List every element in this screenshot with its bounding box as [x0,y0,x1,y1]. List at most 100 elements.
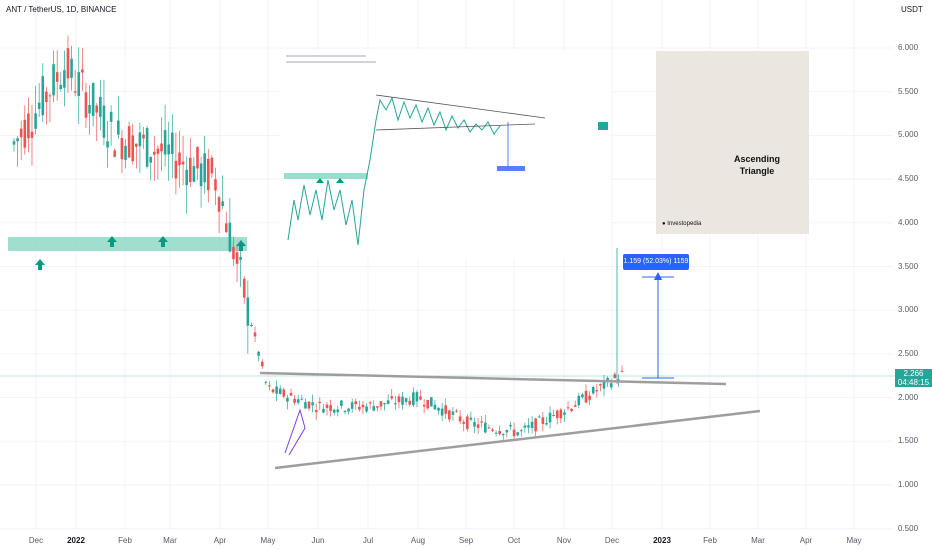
candle-body [458,416,462,422]
candle-body [563,412,566,415]
candle-body [113,150,117,157]
candle-body [23,119,27,148]
candle-body [142,134,145,139]
countdown-timer: 04:48:15 [897,378,930,387]
x-tick-label: May [846,536,862,545]
y-tick-label: 2.000 [898,392,919,402]
candle-body [314,410,318,413]
y-tick-label: 4.500 [898,174,919,184]
candle-body [404,398,408,402]
candle-body [473,421,476,427]
candle-body [440,408,444,416]
candle-body [336,409,340,413]
candle-body [491,429,494,431]
candle-body [361,404,365,408]
candle-body [278,388,282,394]
candle-body [566,407,570,409]
candle-body [487,427,491,429]
candle-body [386,400,390,404]
last-price-value: 2.266 [903,369,924,378]
candle-body [59,84,63,90]
candle-body [397,396,401,403]
candle-body [350,402,354,409]
x-tick-label: 2022 [67,536,85,545]
x-tick-label: Apr [799,536,813,545]
y-tick-label: 2.500 [898,348,919,358]
overlay-chart-image [280,50,610,258]
candle-body [271,389,275,393]
candle-body [322,408,325,413]
candle-body [12,141,16,145]
measure-label[interactable]: 1.159 (52.03%) 1159 [623,254,689,270]
candle-body [541,417,545,424]
candle-body [433,404,437,410]
y-tick-label: 0.500 [898,523,919,533]
candle-body [34,113,37,129]
candle-body [95,105,99,113]
candle-body [242,278,246,298]
candle-body [599,384,602,386]
candle-body [415,392,419,402]
candle-body [595,390,599,392]
candle-body [523,425,527,428]
candle-body [451,411,455,415]
candle-body [343,411,347,413]
candle-body [63,70,66,88]
candle-body [509,424,512,427]
candle-body [156,148,160,154]
candle-body [217,197,221,212]
x-tick-label: Oct [507,536,521,545]
candle-body [498,431,501,435]
candle-body [573,405,577,407]
candle-body [483,422,487,433]
candle-body [160,143,163,152]
candle-body [530,421,534,429]
x-tick-label: Feb [118,536,132,545]
candle-body [329,405,332,412]
candle-body [516,432,519,436]
candle-body [120,137,124,160]
candle-body [102,105,106,138]
candle-body [501,433,505,436]
candle-body [73,91,77,93]
candle-body [430,397,433,407]
candle-body [401,396,404,405]
candle-body [170,132,174,154]
candle-body [239,256,242,260]
candle-body [268,385,271,387]
candle-body [131,135,135,162]
candle-body [224,223,228,233]
candle-body [304,402,307,409]
candle-body [264,381,268,383]
candle-body [192,165,196,182]
candle-body [253,332,257,337]
candle-body [27,113,30,139]
support-trendline [274,409,761,470]
candle-body [318,401,322,404]
y-tick-label: 1.500 [898,436,919,446]
candle-body [289,392,293,396]
candle-body [185,169,188,186]
candle-body [469,417,473,420]
candle-body [368,402,372,404]
inset-heading-line2: Triangle [739,166,775,176]
candle-body [296,399,300,403]
candle-body [466,416,469,429]
candle-body [332,409,336,413]
y-tick-label: 4.000 [898,217,919,227]
candle-body [379,401,383,407]
buy-arrows [35,236,246,270]
candle-body [376,406,379,408]
support-zone [8,237,247,251]
pattern-marker [284,408,306,456]
candle-body [347,408,350,412]
x-tick-label: Apr [213,536,227,545]
x-tick-label: Aug [410,536,426,545]
candle-body [570,408,573,412]
candle-body [199,163,203,187]
candle-body [412,392,415,406]
candle-body [444,405,448,414]
x-tick-label: Nov [556,536,572,545]
candle-body [48,95,52,97]
